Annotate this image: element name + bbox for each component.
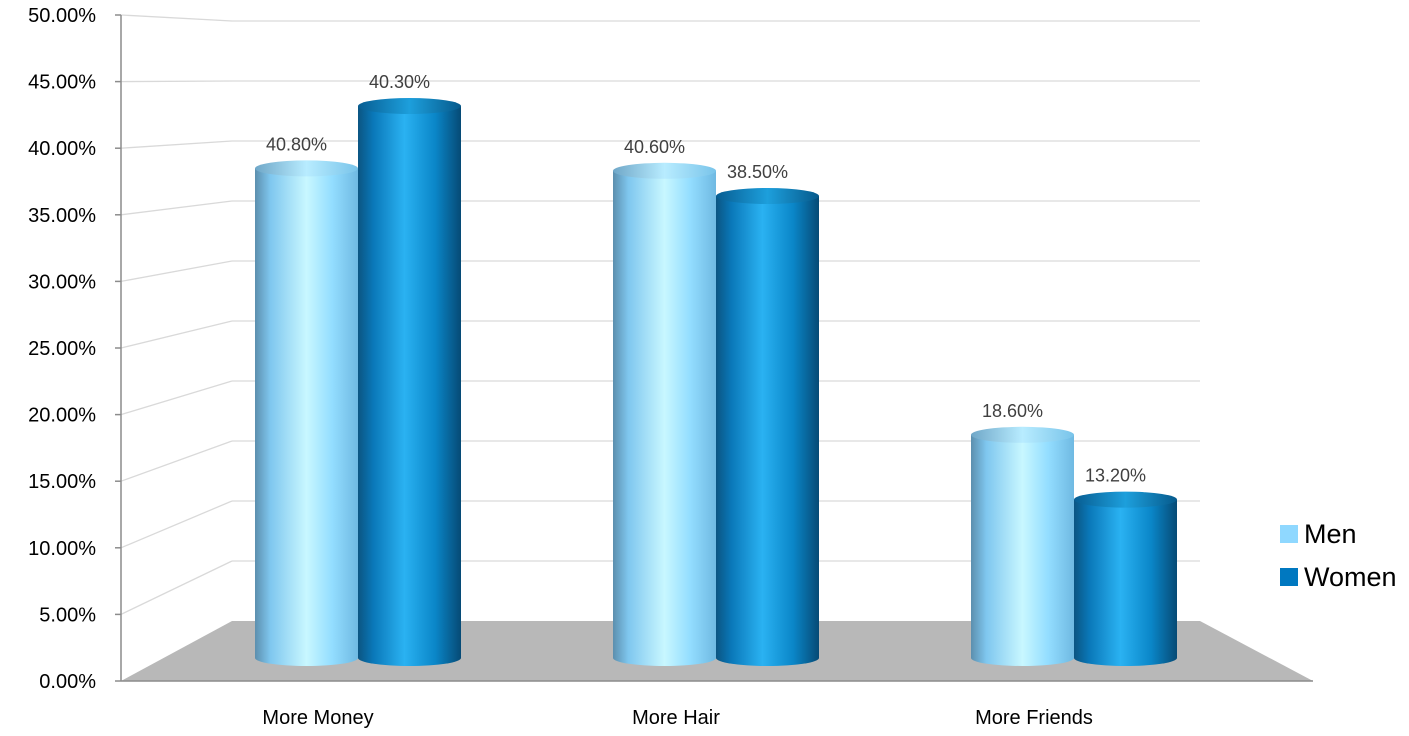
gridline-side <box>120 380 233 416</box>
bar-men-0: 40.80% <box>255 134 358 666</box>
bar-women-1: 38.50% <box>716 162 819 666</box>
bar-top <box>716 188 819 204</box>
y-tick-labels: 0.00% 5.00% 10.00% 15.00% 20.00% 25.00% 30.00%… <box>28 5 96 693</box>
y-tick-label: 10.00% <box>28 538 96 560</box>
bar-body <box>358 106 461 666</box>
gridline-side <box>120 500 233 549</box>
bar-body <box>716 196 819 666</box>
bar-body <box>255 168 358 666</box>
gridline-side <box>120 320 233 349</box>
bar-men-1: 40.60% <box>613 137 716 667</box>
gridline-side <box>120 260 233 283</box>
x-tick-label: More Friends <box>975 707 1093 729</box>
data-label: 13.20% <box>1085 466 1146 486</box>
gridline-side <box>120 80 233 83</box>
gridline-side <box>120 560 233 615</box>
x-tick-labels: More Money More Hair More Friends <box>262 707 1092 729</box>
bar-women-0: 40.30% <box>358 72 461 666</box>
legend: Men Women <box>1280 519 1397 592</box>
y-tick-label: 25.00% <box>28 338 96 360</box>
bar-top <box>255 160 358 177</box>
y-tick-label: 40.00% <box>28 138 96 160</box>
x-tick-label: More Money <box>262 707 373 729</box>
bar-top <box>613 162 716 179</box>
bar-men-2: 18.60% <box>971 401 1074 666</box>
data-label: 40.30% <box>369 72 430 92</box>
legend-label-women: Women <box>1304 562 1397 592</box>
y-tick-label: 50.00% <box>28 5 96 27</box>
y-tick-label: 5.00% <box>39 604 96 626</box>
bar-body <box>613 170 716 667</box>
y-tick-label: 15.00% <box>28 471 96 493</box>
legend-swatch-men <box>1280 525 1298 543</box>
y-tick-label: 35.00% <box>28 205 96 227</box>
data-label: 18.60% <box>982 401 1043 421</box>
y-tick-label: 45.00% <box>28 72 96 94</box>
bar-top <box>971 426 1074 443</box>
y-tick-label: 30.00% <box>28 271 96 293</box>
bar-top <box>358 98 461 114</box>
bar-body <box>971 434 1074 666</box>
bars: 40.80% 40.30% 40.60% 38.50% 18.60% 13.20% <box>255 72 1177 667</box>
gridline-side <box>120 440 233 482</box>
x-tick-label: More Hair <box>632 707 720 729</box>
data-label: 38.50% <box>727 162 788 182</box>
data-label: 40.80% <box>266 134 327 154</box>
y-tick-label: 20.00% <box>28 405 96 427</box>
legend-swatch-women <box>1280 568 1298 586</box>
data-label: 40.60% <box>624 137 685 157</box>
legend-label-men: Men <box>1304 519 1357 549</box>
gridline-side <box>120 14 233 22</box>
y-tick-label: 0.00% <box>39 671 96 693</box>
bar-top <box>1074 491 1177 508</box>
gridline-side <box>120 140 233 149</box>
gridline-side <box>120 200 233 216</box>
bar-women-2: 13.20% <box>1074 466 1177 666</box>
bar-body <box>1074 499 1177 666</box>
